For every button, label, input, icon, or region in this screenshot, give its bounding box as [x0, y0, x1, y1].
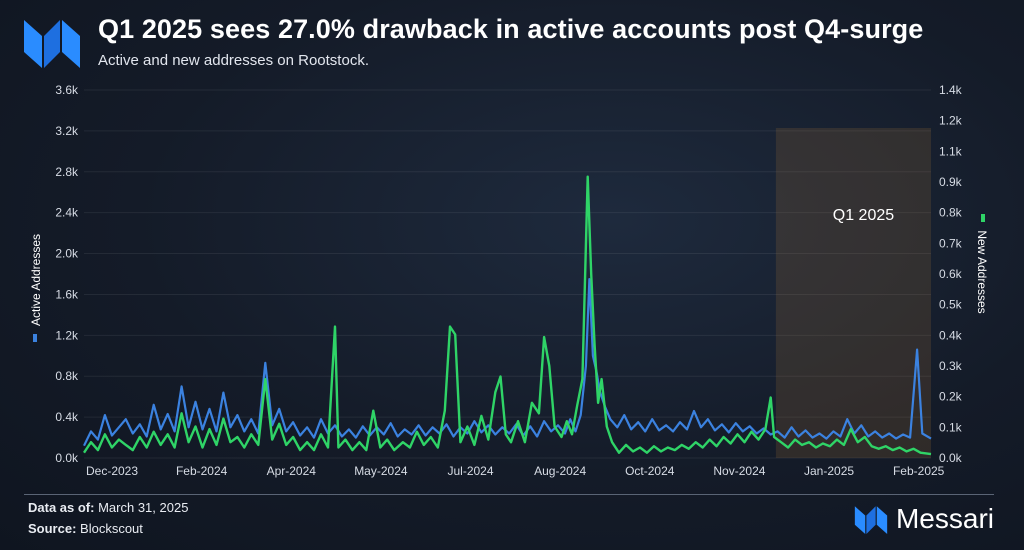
y-right-tick-label: 0.7k: [939, 236, 963, 250]
y-right-tick-label: 1.4k: [939, 83, 963, 97]
y-left-tick-label: 1.2k: [55, 328, 79, 342]
source-value: Blockscout: [80, 521, 143, 536]
y-right-tick-label: 0.0k: [939, 451, 963, 465]
messari-logo-icon: [24, 20, 80, 68]
q1-highlight-label: Q1 2025: [833, 207, 894, 224]
y-right-tick-label: 0.1k: [939, 420, 963, 434]
y-left-tick-label: 0.0k: [55, 451, 79, 465]
series-line-new-addresses: [83, 175, 932, 456]
x-tick-label: May-2024: [354, 464, 408, 478]
y-right-tick-label: 0.9k: [939, 175, 963, 189]
page-title: Q1 2025 sees 27.0% drawback in active ac…: [98, 14, 924, 44]
data-as-of-label: Data as of:: [28, 500, 95, 515]
x-tick-label: Apr-2024: [267, 464, 317, 478]
y-left-tick-label: 3.2k: [55, 124, 79, 138]
y-left-tick-label: 2.8k: [55, 165, 79, 179]
x-tick-label: Jul-2024: [448, 464, 494, 478]
data-as-of-value: March 31, 2025: [98, 500, 189, 515]
y-right-tick-label: 0.6k: [939, 267, 963, 281]
x-tick-label: Jan-2025: [804, 464, 854, 478]
page-subtitle: Active and new addresses on Rootstock.: [98, 52, 369, 69]
chart: Q1 2025 0.0k 0.4k 0.8k 1.2k 1.6k 2.0k 2.4k 2.8k…: [29, 83, 989, 478]
source: Source: Blockscout: [28, 521, 143, 536]
x-axis-ticks: Dec-2023 Feb-2024 Apr-2024 May-2024 Jul-2024…: [86, 464, 945, 478]
y-right-tick-label: 0.3k: [939, 359, 963, 373]
x-tick-label: Aug-2024: [534, 464, 586, 478]
footer-divider: [24, 494, 994, 495]
y-right-tick-label: 0.4k: [939, 328, 963, 342]
y-right-tick-label: 1.2k: [939, 114, 963, 128]
grid-lines: [84, 89, 931, 459]
y-axis-left-label: Active Addresses: [29, 234, 43, 342]
y-left-tick-label: 0.8k: [55, 369, 79, 383]
x-tick-label: Oct-2024: [625, 464, 675, 478]
y-left-tick-label: 0.4k: [55, 410, 79, 424]
y-axis-right-label-text: New Addresses: [975, 230, 989, 313]
y-axis-left-ticks: 0.0k 0.4k 0.8k 1.2k 1.6k 2.0k 2.4k 2.8k 3.2k 3.6k: [55, 83, 79, 465]
y-left-tick-label: 2.0k: [55, 247, 79, 261]
x-tick-label: Nov-2024: [713, 464, 765, 478]
y-right-tick-label: 0.5k: [939, 298, 963, 312]
q1-highlight-band: [775, 128, 931, 458]
y-axis-left-label-text: Active Addresses: [29, 234, 43, 326]
y-right-tick-label: 1.1k: [939, 144, 963, 158]
y-axis-right-label: New Addresses: [975, 214, 989, 314]
x-tick-label: Dec-2023: [86, 464, 138, 478]
y-right-tick-label: 0.8k: [939, 206, 963, 220]
x-tick-label: Feb-2025: [893, 464, 945, 478]
messari-brand-icon: [854, 506, 888, 534]
y-right-tick-label: 0.2k: [939, 390, 963, 404]
x-tick-label: Feb-2024: [176, 464, 228, 478]
source-label: Source:: [28, 521, 77, 536]
y-left-tick-label: 2.4k: [55, 206, 79, 220]
y-axis-right-ticks: 0.0k 0.1k 0.2k 0.3k 0.4k 0.5k 0.6k 0.7k 0.8k 0.9k…: [939, 83, 963, 465]
legend-swatch-new: [981, 214, 985, 222]
brand: Messari: [854, 503, 994, 535]
y-left-tick-label: 3.6k: [55, 83, 79, 97]
data-as-of: Data as of: March 31, 2025: [28, 500, 188, 515]
y-left-tick-label: 1.6k: [55, 287, 79, 301]
legend-swatch-active: [33, 334, 37, 342]
brand-name: Messari: [895, 503, 994, 534]
